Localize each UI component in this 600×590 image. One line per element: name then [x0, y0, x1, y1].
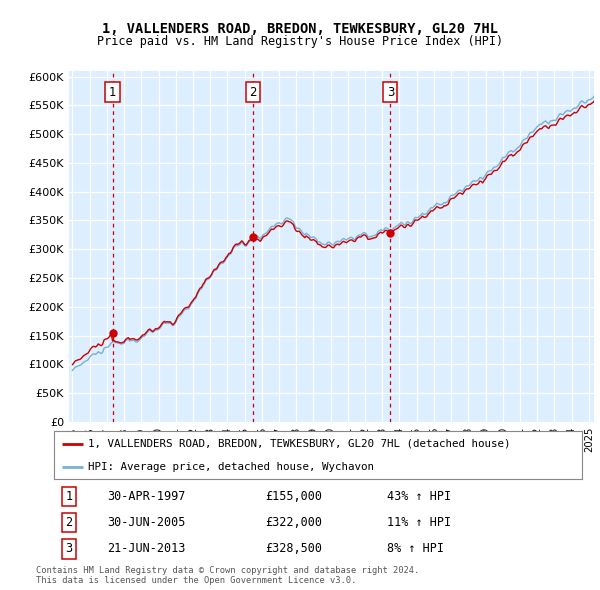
Text: £155,000: £155,000 [265, 490, 322, 503]
Text: 1: 1 [109, 86, 116, 99]
Text: 1, VALLENDERS ROAD, BREDON, TEWKESBURY, GL20 7HL: 1, VALLENDERS ROAD, BREDON, TEWKESBURY, … [102, 22, 498, 37]
Text: Contains HM Land Registry data © Crown copyright and database right 2024.: Contains HM Land Registry data © Crown c… [36, 566, 419, 575]
Text: 21-JUN-2013: 21-JUN-2013 [107, 542, 185, 555]
Text: 1: 1 [65, 490, 73, 503]
Text: 3: 3 [65, 542, 73, 555]
Text: 11% ↑ HPI: 11% ↑ HPI [386, 516, 451, 529]
Text: 30-APR-1997: 30-APR-1997 [107, 490, 185, 503]
Text: £322,000: £322,000 [265, 516, 322, 529]
Text: HPI: Average price, detached house, Wychavon: HPI: Average price, detached house, Wych… [88, 462, 374, 472]
Text: £328,500: £328,500 [265, 542, 322, 555]
Text: 30-JUN-2005: 30-JUN-2005 [107, 516, 185, 529]
Text: 2: 2 [65, 516, 73, 529]
Text: Price paid vs. HM Land Registry's House Price Index (HPI): Price paid vs. HM Land Registry's House … [97, 35, 503, 48]
Text: 2: 2 [250, 86, 257, 99]
Text: This data is licensed under the Open Government Licence v3.0.: This data is licensed under the Open Gov… [36, 576, 356, 585]
Text: 1, VALLENDERS ROAD, BREDON, TEWKESBURY, GL20 7HL (detached house): 1, VALLENDERS ROAD, BREDON, TEWKESBURY, … [88, 439, 511, 449]
Text: 3: 3 [386, 86, 394, 99]
Text: 8% ↑ HPI: 8% ↑ HPI [386, 542, 443, 555]
Text: 43% ↑ HPI: 43% ↑ HPI [386, 490, 451, 503]
